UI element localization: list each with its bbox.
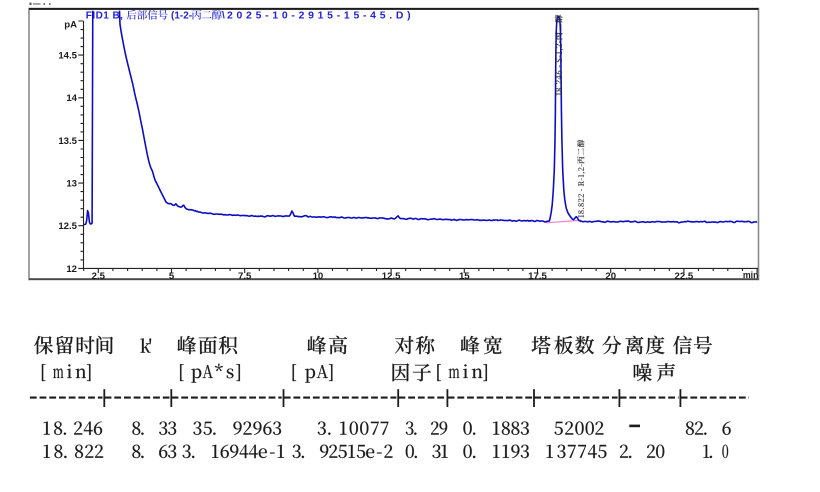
svg-text:5: 5	[169, 271, 175, 282]
svg-text:pA: pA	[64, 20, 77, 31]
svg-text:14.5: 14.5	[58, 51, 77, 62]
svg-text:12.5: 12.5	[58, 221, 77, 232]
svg-text:(1-2-: (1-2-	[171, 11, 192, 22]
svg-text:12.5: 12.5	[382, 271, 401, 282]
svg-text:2.5: 2.5	[92, 271, 106, 282]
svg-text:\: \	[222, 11, 225, 22]
svg-text:min: min	[743, 270, 759, 280]
svg-text:17.5: 17.5	[528, 271, 547, 282]
svg-text:20: 20	[605, 271, 616, 282]
svg-text:13.5: 13.5	[58, 136, 77, 147]
svg-text:12: 12	[66, 264, 77, 275]
svg-text:13: 13	[66, 179, 77, 190]
svg-text:FID1 B,: FID1 B,	[86, 11, 124, 22]
svg-text:7.5: 7.5	[238, 271, 252, 282]
svg-text:2025-10-2915-15-45.D): 2025-10-2915-15-45.D)	[227, 11, 414, 22]
svg-text:14: 14	[66, 93, 77, 104]
svg-text:10: 10	[313, 271, 324, 282]
svg-text:15: 15	[459, 271, 470, 282]
svg-text:22.5: 22.5	[675, 271, 694, 282]
